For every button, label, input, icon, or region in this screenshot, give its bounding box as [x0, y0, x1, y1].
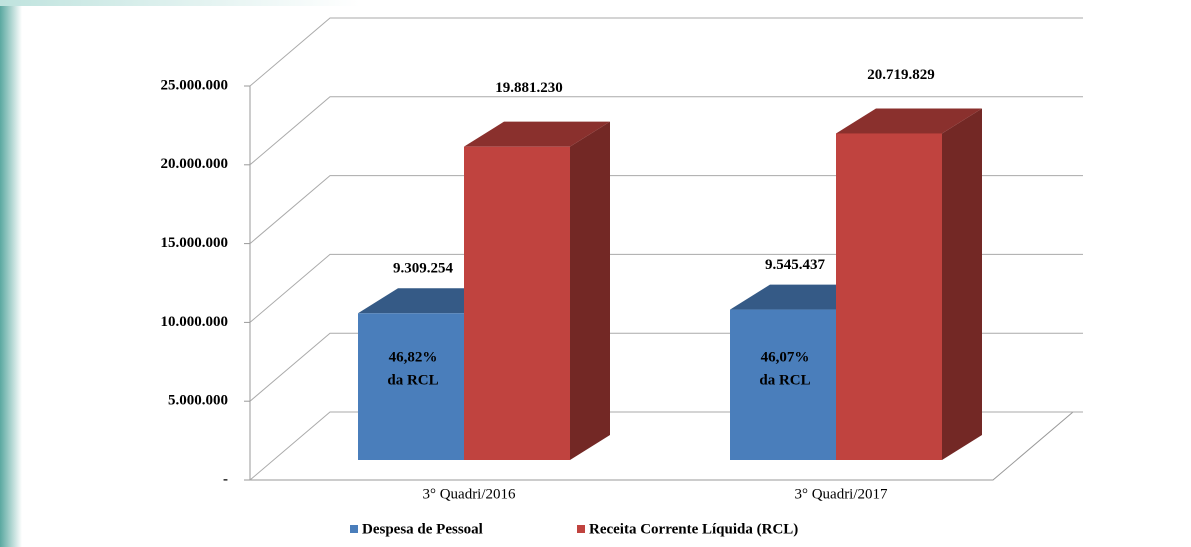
- bar: [358, 313, 464, 460]
- bar-top: [464, 121, 610, 147]
- legend-swatch: [350, 525, 358, 533]
- legend-label: Despesa de Pessoal: [362, 521, 483, 537]
- bar: [464, 146, 570, 460]
- grid-line: [249, 96, 1083, 166]
- y-tick-label: 5.000.000: [168, 393, 228, 409]
- floor: [250, 411, 1074, 481]
- x-tick-label: 3° Quadri/2016: [422, 486, 516, 502]
- y-tick-label: 15.000.000: [161, 235, 229, 251]
- grid-line: [249, 175, 1083, 244]
- bar-side: [942, 108, 982, 460]
- background-top: [0, 0, 600, 6]
- value-label: 9.309.254: [393, 261, 454, 277]
- annotation: 46,07%: [761, 349, 810, 365]
- bar-side: [570, 121, 610, 460]
- y-tick-label: -: [223, 471, 228, 487]
- annotation: da RCL: [759, 372, 810, 388]
- y-tick-label: 10.000.000: [161, 314, 229, 330]
- bar: [730, 309, 836, 460]
- legend-swatch: [577, 525, 585, 533]
- bar: [836, 133, 942, 460]
- value-label: 9.545.437: [765, 257, 826, 273]
- grid-line: [249, 17, 1083, 87]
- value-label: 20.719.829: [867, 67, 935, 83]
- legend-label: Receita Corrente Líquida (RCL): [589, 521, 798, 537]
- y-tick-label: 25.000.000: [161, 77, 229, 93]
- bar-top: [836, 108, 982, 134]
- annotation: da RCL: [387, 372, 438, 388]
- grid-line: [249, 253, 1083, 323]
- value-label: 19.881.230: [495, 80, 563, 96]
- y-tick-label: 20.000.000: [161, 156, 229, 172]
- background-edge: [0, 0, 22, 547]
- x-tick-label: 3° Quadri/2017: [794, 486, 888, 502]
- annotation: 46,82%: [389, 349, 438, 365]
